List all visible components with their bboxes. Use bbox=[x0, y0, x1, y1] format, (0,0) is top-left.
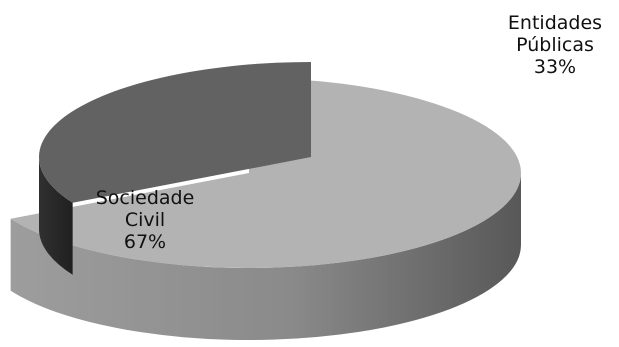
pie-slice-top bbox=[38, 62, 311, 203]
pie-slice-side-wall bbox=[39, 157, 73, 275]
slice-value-label: 67% bbox=[123, 231, 167, 253]
pie-slice-0 bbox=[10, 78, 521, 340]
slice-label-line: Sociedade bbox=[95, 187, 195, 209]
slice-value-label: 33% bbox=[533, 56, 577, 78]
slice-label-entidades-publicas: Entidades Públicas 33% bbox=[480, 12, 619, 78]
slice-label-line: Públicas bbox=[516, 34, 594, 56]
slice-label-line: Entidades bbox=[507, 12, 603, 34]
pie-slice-top bbox=[10, 78, 521, 268]
pie-slice-side-wall bbox=[10, 173, 521, 340]
slice-label-sociedade-civil: Sociedade Civil 67% bbox=[70, 187, 220, 253]
pie-slice-1 bbox=[38, 62, 311, 275]
slice-label-line: Civil bbox=[124, 209, 166, 231]
